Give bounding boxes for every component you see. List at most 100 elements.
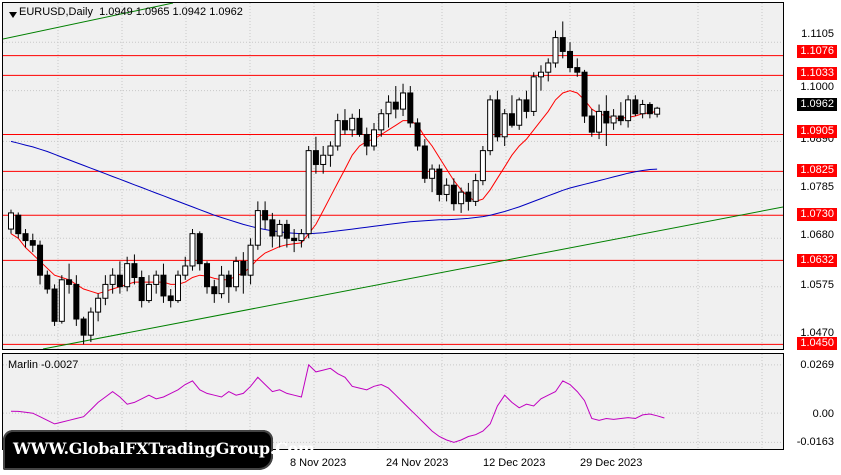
candle-body: [530, 76, 537, 112]
candle-body: [95, 297, 102, 313]
ohlc-values: 1.0949 1.0965 1.0942 1.0962: [99, 6, 243, 18]
date-tick: 29 Dec 2023: [580, 457, 643, 469]
candle-body: [349, 117, 356, 131]
candle-body: [283, 223, 290, 239]
fast-moving-average: [10, 90, 658, 295]
triangle-down-icon[interactable]: [9, 12, 17, 18]
candle-body: [559, 37, 566, 52]
candle-body: [341, 120, 348, 131]
candle-body: [603, 110, 610, 124]
candle-body: [363, 133, 370, 147]
candle-body: [269, 219, 276, 237]
candle-body: [371, 129, 377, 147]
candle-body: [327, 145, 334, 156]
trend-line-lower: [42, 206, 783, 349]
candle-body: [58, 279, 65, 322]
candle-body: [617, 115, 624, 122]
candle-body: [291, 237, 298, 242]
candle-body: [508, 113, 515, 126]
level-label: 1.0730: [797, 208, 837, 221]
candle-body: [378, 113, 385, 131]
chart-header: EURUSD,Daily 1.0949 1.0965 1.0942 1.0962: [19, 6, 243, 18]
watermark-logo: WWW.GlobalFXTradingGroup.Com: [3, 430, 315, 470]
price-chart-canvas[interactable]: [3, 3, 783, 349]
candle-body: [407, 92, 414, 124]
candle-body: [102, 283, 109, 299]
candle-body: [523, 99, 530, 112]
slow-moving-average: [10, 140, 658, 235]
main-price-chart[interactable]: EURUSD,Daily 1.0949 1.0965 1.0942 1.0962: [2, 2, 784, 350]
candle-body: [588, 115, 595, 133]
candle-body: [247, 244, 254, 276]
candle-body: [189, 233, 196, 267]
candle-body: [465, 191, 472, 202]
candle-body: [51, 288, 58, 322]
candle-body: [109, 274, 116, 285]
candle-body: [639, 103, 646, 115]
candle-body: [204, 263, 211, 288]
candle-body: [356, 117, 363, 135]
candle-body: [276, 223, 283, 237]
level-label: 1.1033: [797, 67, 837, 80]
candle-body: [167, 295, 174, 302]
candle-body: [458, 191, 465, 205]
candle-body: [305, 150, 312, 235]
price-tick: 1.0785: [800, 181, 834, 193]
price-tick: 1.0575: [800, 279, 834, 291]
candle-body: [421, 145, 428, 179]
candle-body: [632, 99, 639, 115]
candle-body: [334, 120, 341, 147]
candle-body: [240, 260, 247, 276]
candle-body: [196, 233, 203, 265]
candle-body: [610, 115, 617, 124]
candle-body: [552, 37, 559, 64]
price-tick: 1.0470: [800, 327, 834, 339]
candle-body: [182, 265, 189, 276]
candle-body: [262, 210, 269, 221]
candle-body: [160, 274, 167, 297]
candle-body: [15, 214, 22, 235]
candle-body: [124, 263, 131, 288]
candle-body: [80, 318, 87, 336]
candle-body: [400, 92, 407, 110]
oscillator-label: Marlin -0.0027: [8, 359, 79, 371]
candle-body: [472, 180, 479, 202]
trend-line-upper: [3, 3, 174, 40]
candle-body: [429, 168, 436, 179]
candle-body: [153, 274, 160, 285]
price-tick: 1.1000: [800, 81, 834, 93]
candle-body: [66, 279, 73, 285]
candle-body: [225, 274, 232, 288]
candle-body: [145, 283, 152, 302]
date-tick: 24 Nov 2023: [386, 457, 449, 469]
candle-body: [625, 99, 632, 122]
candle-body: [312, 150, 319, 165]
candle-body: [654, 107, 661, 115]
candle-body: [392, 101, 399, 110]
candle-body: [218, 274, 225, 295]
level-label: 1.1076: [797, 45, 837, 58]
candle-body: [414, 122, 421, 147]
candle-body: [44, 274, 51, 290]
date-tick: 12 Dec 2023: [483, 457, 546, 469]
candle-body: [574, 67, 581, 73]
level-label: 1.0632: [797, 254, 837, 267]
candle-body: [545, 62, 552, 73]
date-tick: 8 Nov 2023: [290, 457, 347, 469]
candle-body: [501, 113, 508, 138]
level-label: 1.0450: [797, 337, 837, 350]
osc-tick: 0.00: [812, 408, 834, 420]
candle-body: [211, 286, 218, 295]
candle-body: [131, 263, 138, 278]
candle-body: [479, 150, 486, 182]
candle-body: [385, 101, 392, 115]
candle-body: [596, 110, 603, 133]
price-tick: 1.1105: [801, 28, 834, 40]
price-tick: 1.0680: [800, 229, 834, 241]
candle-body: [646, 103, 653, 115]
current-price-label: 1.0962: [797, 98, 837, 111]
candle-body: [320, 154, 327, 165]
candle-body: [87, 311, 94, 336]
candle-body: [443, 184, 450, 195]
level-label: 1.0825: [797, 164, 837, 177]
